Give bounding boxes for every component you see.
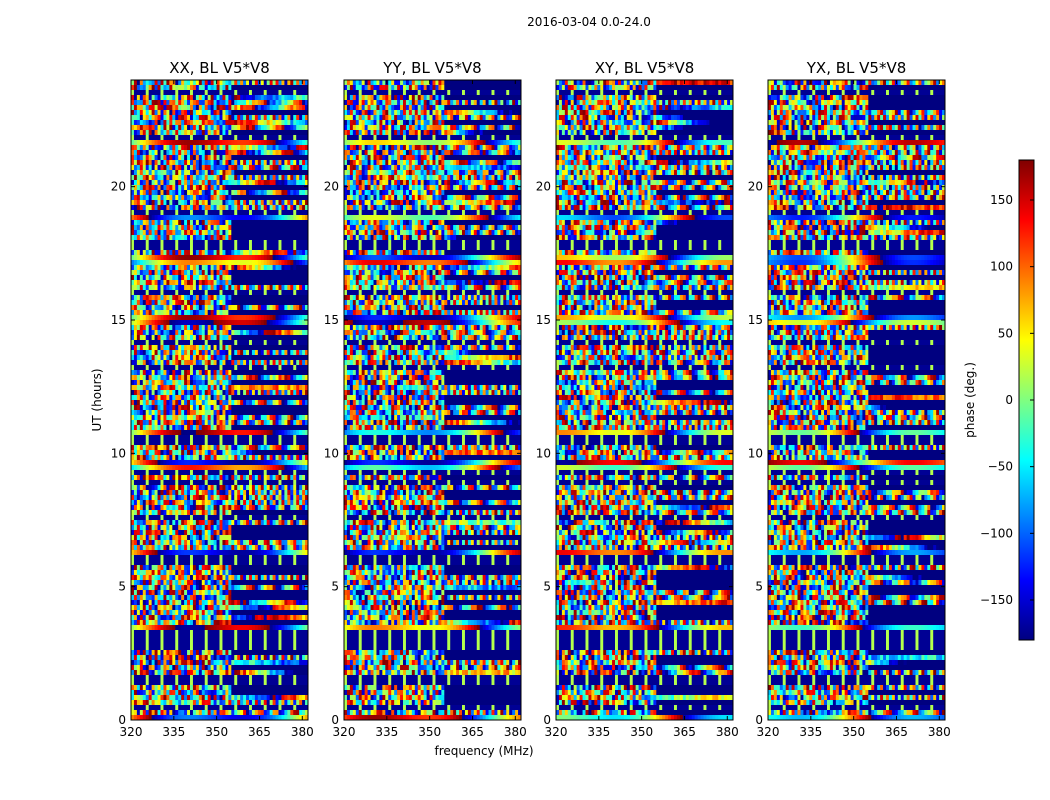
- x-tick-label: 365: [885, 725, 908, 739]
- heatmap-cells: [131, 80, 308, 720]
- y-tick-label: 0: [118, 713, 126, 727]
- figure-suptitle: 2016-03-04 0.0-24.0: [527, 15, 651, 29]
- y-tick-label: 5: [543, 580, 551, 594]
- panel-4: YX, BL V5*V8 320 335 350 365 380 0 5 10 15 20: [748, 59, 951, 739]
- x-tick-label: 365: [248, 725, 271, 739]
- x-tick-label: 335: [375, 725, 398, 739]
- x-tick-label: 320: [333, 725, 356, 739]
- colorbar-tick-label: 150: [990, 193, 1013, 207]
- y-tick-label: 20: [748, 180, 763, 194]
- panel-1: XX, BL V5*V8 320 335 350 365 380 0 5 10 15 20: [111, 59, 314, 739]
- x-tick-label: 320: [120, 725, 143, 739]
- colorbar-tick-label: 100: [990, 260, 1013, 274]
- y-tick-label: 15: [536, 313, 551, 327]
- x-tick-label: 350: [418, 725, 441, 739]
- panel-frame: [130, 79, 309, 721]
- panel-2: YY, BL V5*V8 320 335 350 365 380 0 5 10 15 20: [324, 59, 527, 739]
- panel-frame: [767, 79, 946, 721]
- panel-title: YX, BL V5*V8: [806, 59, 907, 77]
- y-tick-label: 10: [536, 446, 551, 460]
- x-tick-label: 380: [928, 725, 951, 739]
- x-tick-label: 335: [799, 725, 822, 739]
- heatmap-cells: [556, 80, 733, 720]
- colorbar-label: phase (deg.): [963, 362, 977, 438]
- colorbar: 150 100 50 0 −50 −100 −150 phase (deg.): [963, 159, 1035, 641]
- y-tick-label: 0: [543, 713, 551, 727]
- panel-title: YY, BL V5*V8: [382, 59, 481, 77]
- y-tick-label: 10: [324, 446, 339, 460]
- panel-title: XX, BL V5*V8: [169, 59, 270, 77]
- x-tick-label: 365: [461, 725, 484, 739]
- x-tick-label: 335: [587, 725, 610, 739]
- x-tick-label: 320: [545, 725, 568, 739]
- y-tick-label: 5: [118, 580, 126, 594]
- panel-frame: [555, 79, 734, 721]
- y-tick-label: 15: [324, 313, 339, 327]
- heatmap-cells: [768, 80, 945, 720]
- colorbar-tick-label: −100: [980, 526, 1013, 540]
- colorbar-tick-label: 50: [998, 326, 1013, 340]
- colorbar-tick-label: −150: [980, 593, 1013, 607]
- x-tick-label: 350: [205, 725, 228, 739]
- heatmap-cells: [344, 80, 521, 720]
- colorbar-tick-label: −50: [988, 460, 1013, 474]
- y-tick-label: 20: [324, 180, 339, 194]
- y-tick-label: 0: [755, 713, 763, 727]
- y-tick-label: 0: [331, 713, 339, 727]
- x-tick-label: 380: [291, 725, 314, 739]
- y-tick-label: 15: [748, 313, 763, 327]
- x-tick-label: 350: [630, 725, 653, 739]
- x-tick-label: 380: [716, 725, 739, 739]
- x-tick-label: 350: [842, 725, 865, 739]
- x-tick-label: 380: [504, 725, 527, 739]
- y-tick-label: 15: [111, 313, 126, 327]
- y-tick-label: 5: [755, 580, 763, 594]
- x-tick-label: 320: [757, 725, 780, 739]
- x-axis-label: frequency (MHz): [434, 744, 533, 758]
- y-tick-label: 10: [111, 446, 126, 460]
- panel-title: XY, BL V5*V8: [595, 59, 695, 77]
- panel-frame: [343, 79, 522, 721]
- colorbar-tick-label: 0: [1005, 393, 1013, 407]
- y-tick-label: 10: [748, 446, 763, 460]
- y-tick-label: 5: [331, 580, 339, 594]
- x-tick-label: 365: [673, 725, 696, 739]
- y-axis-label: UT (hours): [90, 368, 104, 431]
- panel-3: XY, BL V5*V8 320 335 350 365 380 0 5 10 15 20: [536, 59, 739, 739]
- y-tick-label: 20: [111, 180, 126, 194]
- y-tick-label: 20: [536, 180, 551, 194]
- x-tick-label: 335: [162, 725, 185, 739]
